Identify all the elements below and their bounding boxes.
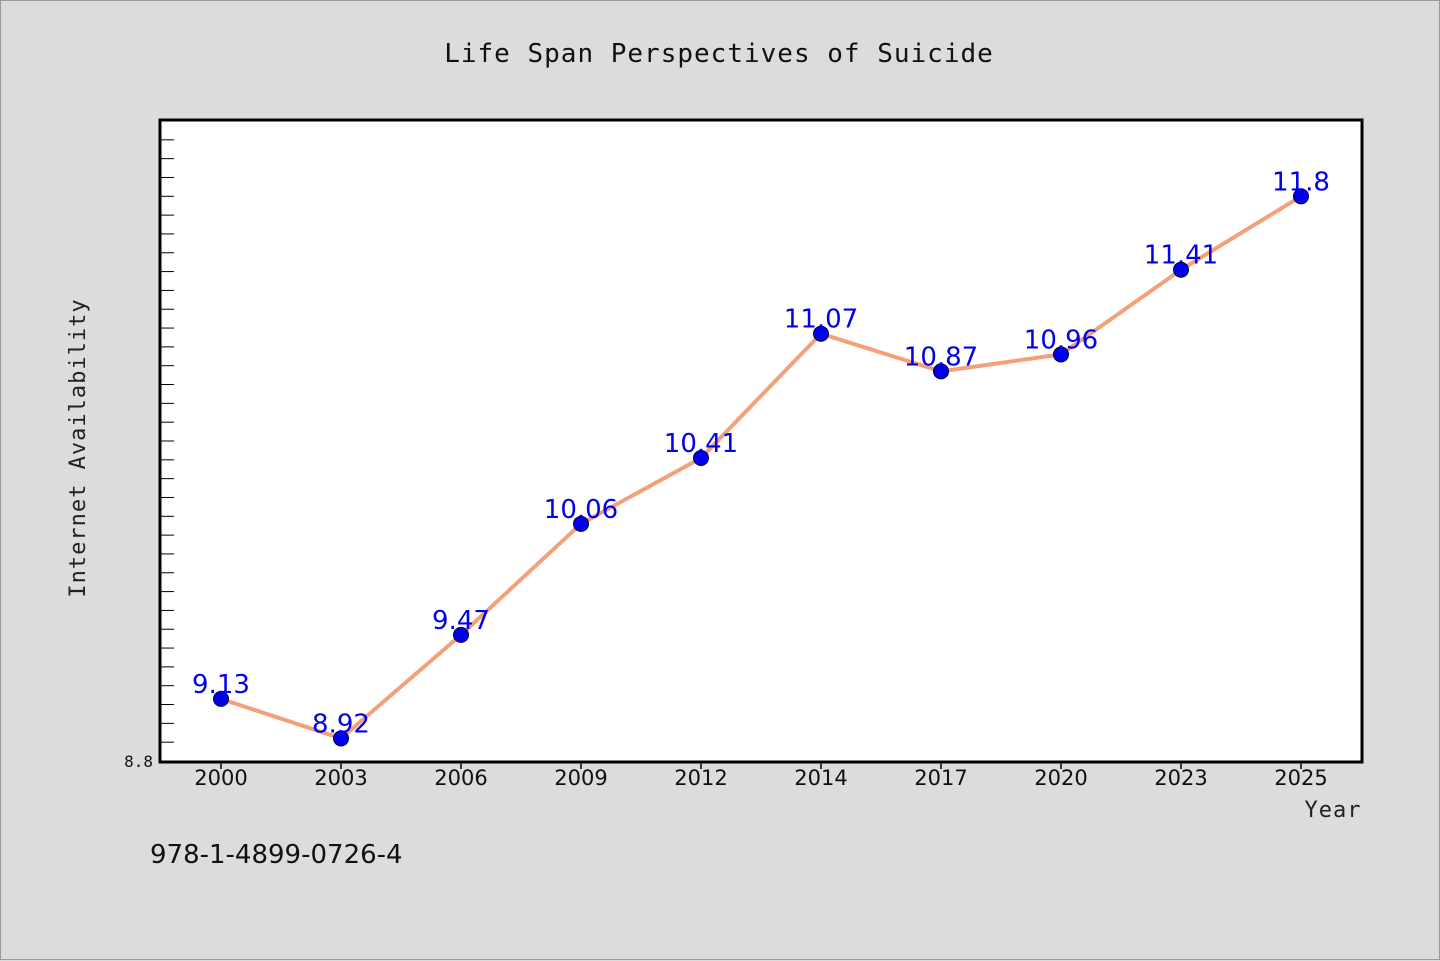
chart-title: Life Span Perspectives of Suicide (444, 39, 994, 69)
x-axis-ticks: 2000 2003 2006 2009 2012 2014 2017 2020 2023 2025 (194, 761, 1328, 790)
data-label: 9.47 (432, 606, 490, 636)
y-axis-ticks: 8.8 (124, 120, 174, 771)
data-point (333, 730, 349, 747)
x-tick-label: 2014 (794, 766, 847, 790)
data-point (1173, 261, 1189, 278)
data-point (213, 690, 229, 707)
x-tick-label: 2003 (314, 766, 367, 790)
x-axis-label: Year (1305, 798, 1362, 823)
x-tick-label: 2006 (434, 766, 487, 790)
data-label: 11.8 (1272, 167, 1330, 197)
x-tick-label: 2000 (194, 766, 247, 790)
x-tick-label: 2020 (1034, 766, 1087, 790)
data-point (1053, 346, 1069, 363)
data-point (453, 626, 469, 643)
data-point (813, 325, 829, 342)
series-layer: 9.13 8.92 9.47 10.06 10.41 11.07 10.87 10.96 11.… (192, 167, 1330, 747)
data-label: 11.41 (1144, 241, 1218, 271)
data-label: 9.13 (192, 670, 250, 700)
data-label: 10.06 (544, 495, 618, 525)
data-label: 10.87 (904, 342, 978, 372)
data-label: 10.41 (664, 429, 738, 459)
data-point (573, 515, 589, 532)
data-point (933, 363, 949, 380)
x-tick-label: 2025 (1274, 766, 1327, 790)
series-line (220, 194, 1303, 741)
plot-area (158, 118, 1364, 764)
data-label: 10.96 (1024, 325, 1098, 355)
y-axis-label: Internet Availability (66, 298, 91, 597)
data-label: 8.92 (312, 709, 370, 739)
data-point (693, 449, 709, 466)
data-label: 11.07 (784, 305, 858, 335)
y-tick-label: 8.8 (124, 752, 153, 771)
x-tick-label: 2012 (674, 766, 727, 790)
x-tick-label: 2023 (1154, 766, 1207, 790)
data-point (1293, 188, 1309, 205)
x-tick-label: 2017 (914, 766, 967, 790)
x-tick-label: 2009 (554, 766, 607, 790)
isbn-footer: 978-1-4899-0726-4 (150, 840, 403, 870)
